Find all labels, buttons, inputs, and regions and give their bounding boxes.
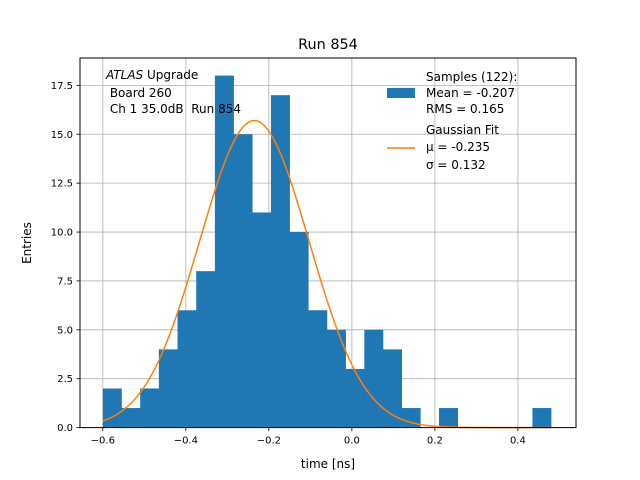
legend-samples-line3: RMS = 0.165 [426, 102, 504, 116]
y-tick-label-6: 15.0 [51, 130, 73, 141]
histogram-bar [177, 310, 197, 428]
x-tick-label-3: 0.0 [344, 436, 360, 447]
histogram-bar [121, 408, 141, 428]
svg-text:ATLAS Upgrade: ATLAS Upgrade [105, 68, 198, 82]
x-tick-label-2: −0.2 [257, 436, 281, 447]
y-tick-label-3: 7.5 [57, 276, 73, 287]
histogram-bar [158, 349, 178, 428]
legend-fit-line3: σ = 0.132 [426, 158, 486, 172]
y-tick-label-4: 10.0 [51, 228, 73, 239]
x-tick-label-1: −0.4 [174, 436, 198, 447]
y-tick-label-7: 17.5 [51, 81, 73, 92]
x-tick-label-5: 0.4 [510, 436, 526, 447]
annotation-upgrade: Upgrade [143, 68, 198, 82]
histogram-bar [532, 408, 552, 428]
histogram-bar [102, 388, 122, 428]
y-tick-label-2: 5.0 [57, 325, 73, 336]
histogram-bars [102, 75, 552, 428]
x-axis-label: time [ns] [301, 457, 355, 471]
x-axis-ticks: −0.6 −0.4 −0.2 0.0 0.2 0.4 [91, 427, 526, 447]
atlas-annotation: ATLAS Upgrade Board 260 Ch 1 35.0dB Run … [105, 68, 241, 116]
x-tick-label-4: 0.2 [427, 436, 443, 447]
x-tick-label-0: −0.6 [91, 436, 115, 447]
histogram-bar [345, 368, 365, 428]
chart-title: Run 854 [298, 37, 358, 53]
annotation-board: Board 260 [106, 86, 172, 100]
y-tick-label-0: 0.0 [57, 423, 73, 434]
annotation-atlas: ATLAS [105, 68, 144, 82]
legend-swatch-samples [387, 88, 415, 98]
histogram-bar [401, 408, 421, 428]
y-tick-label-5: 12.5 [51, 179, 73, 190]
histogram-bar [364, 329, 384, 428]
histogram-bar [233, 134, 253, 428]
histogram-bar [382, 349, 402, 428]
histogram-bar [196, 271, 216, 428]
histogram-bar [308, 310, 328, 428]
y-tick-label-1: 2.5 [57, 374, 73, 385]
y-axis-ticks: 0.0 2.5 5.0 7.5 10.0 12.5 15.0 17.5 [51, 81, 80, 434]
histogram-bar [252, 212, 272, 428]
legend: Samples (122): Mean = -0.207 RMS = 0.165… [387, 70, 517, 172]
legend-fit-line1: Gaussian Fit [426, 123, 499, 137]
histogram-bar [270, 95, 290, 428]
legend-samples-line2: Mean = -0.207 [426, 86, 515, 100]
histogram-bar [214, 75, 234, 428]
histogram-bar [140, 388, 160, 428]
legend-samples-line1: Samples (122): [426, 70, 517, 84]
y-axis-label: Entries [20, 222, 34, 264]
histogram-bar [439, 408, 459, 428]
histogram-bar [289, 232, 309, 428]
plot-frame [79, 57, 577, 429]
histogram-bar [326, 329, 346, 428]
annotation-channel: Ch 1 35.0dB Run 854 [106, 102, 241, 116]
legend-fit-line2: μ = -0.235 [426, 140, 490, 154]
